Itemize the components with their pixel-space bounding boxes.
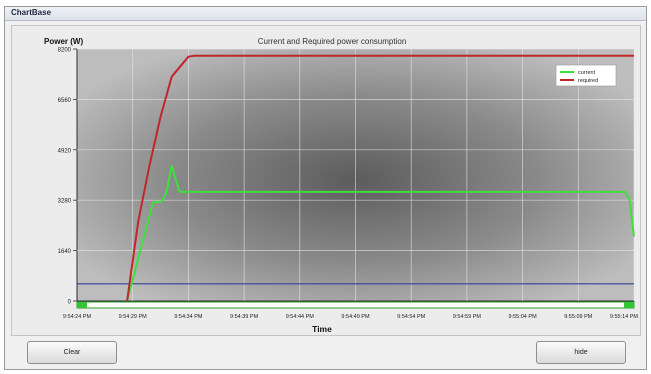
y-tick-label: 4920 [58,148,72,154]
x-tick-label: 9:54:29 PM [119,314,148,320]
x-tick-label: 9:55:09 PM [564,314,593,320]
x-tick-label: 9:54:49 PM [341,314,370,320]
y-axis: 0 1640 3280 4920 6560 8200 [58,48,77,306]
scrollbar-right-handle[interactable] [624,302,634,308]
chart-panel: 0 1640 3280 4920 6560 8200 9:54:24 PM 9:54:29 … [11,25,641,336]
y-tick-label: 8200 [58,48,72,54]
x-tick-label: 9:54:44 PM [286,314,315,320]
x-tick-label: 9:55:04 PM [509,314,538,320]
x-tick-label: 9:54:59 PM [453,314,482,320]
chartbase-window: ChartBase 0 1640 3280 4920 6560 8200 9:54:24 … [4,6,647,370]
x-tick-label: 9:54:34 PM [174,314,203,320]
x-tick-label: 9:54:39 PM [230,314,259,320]
power-chart: 0 1640 3280 4920 6560 8200 9:54:24 PM 9:54:29 … [44,37,638,334]
series-line-current [126,164,635,302]
x-tick-label: 9:54:54 PM [397,314,426,320]
y-tick-label: 6560 [58,98,72,104]
series-lines [126,54,635,302]
y-tick-label: 3280 [58,199,72,205]
hide-button[interactable]: hide [536,341,626,364]
y-tick-label: 1640 [58,249,72,255]
x-tick-label: 9:54:24 PM [63,314,92,320]
y-tick-label: 0 [68,300,72,306]
title-bar: ChartBase [5,7,646,21]
window-title: ChartBase [11,8,52,17]
x-tick-label: 9:55:14 PM [610,314,639,320]
x-axis-label: Time [312,324,332,334]
y-axis-label: Power (W) [44,37,83,46]
scrollbar-left-handle[interactable] [77,302,87,308]
legend-label: required [578,78,598,84]
chart-title: Current and Required power consumption [258,37,407,46]
x-axis: 9:54:24 PM 9:54:29 PM 9:54:34 PM 9:54:39 PM… [63,301,638,320]
legend-label: current [578,70,596,76]
clear-button[interactable]: Clear [27,341,117,364]
legend: current required [555,64,617,87]
time-scrollbar[interactable] [76,301,635,309]
series-line-required [126,54,634,302]
